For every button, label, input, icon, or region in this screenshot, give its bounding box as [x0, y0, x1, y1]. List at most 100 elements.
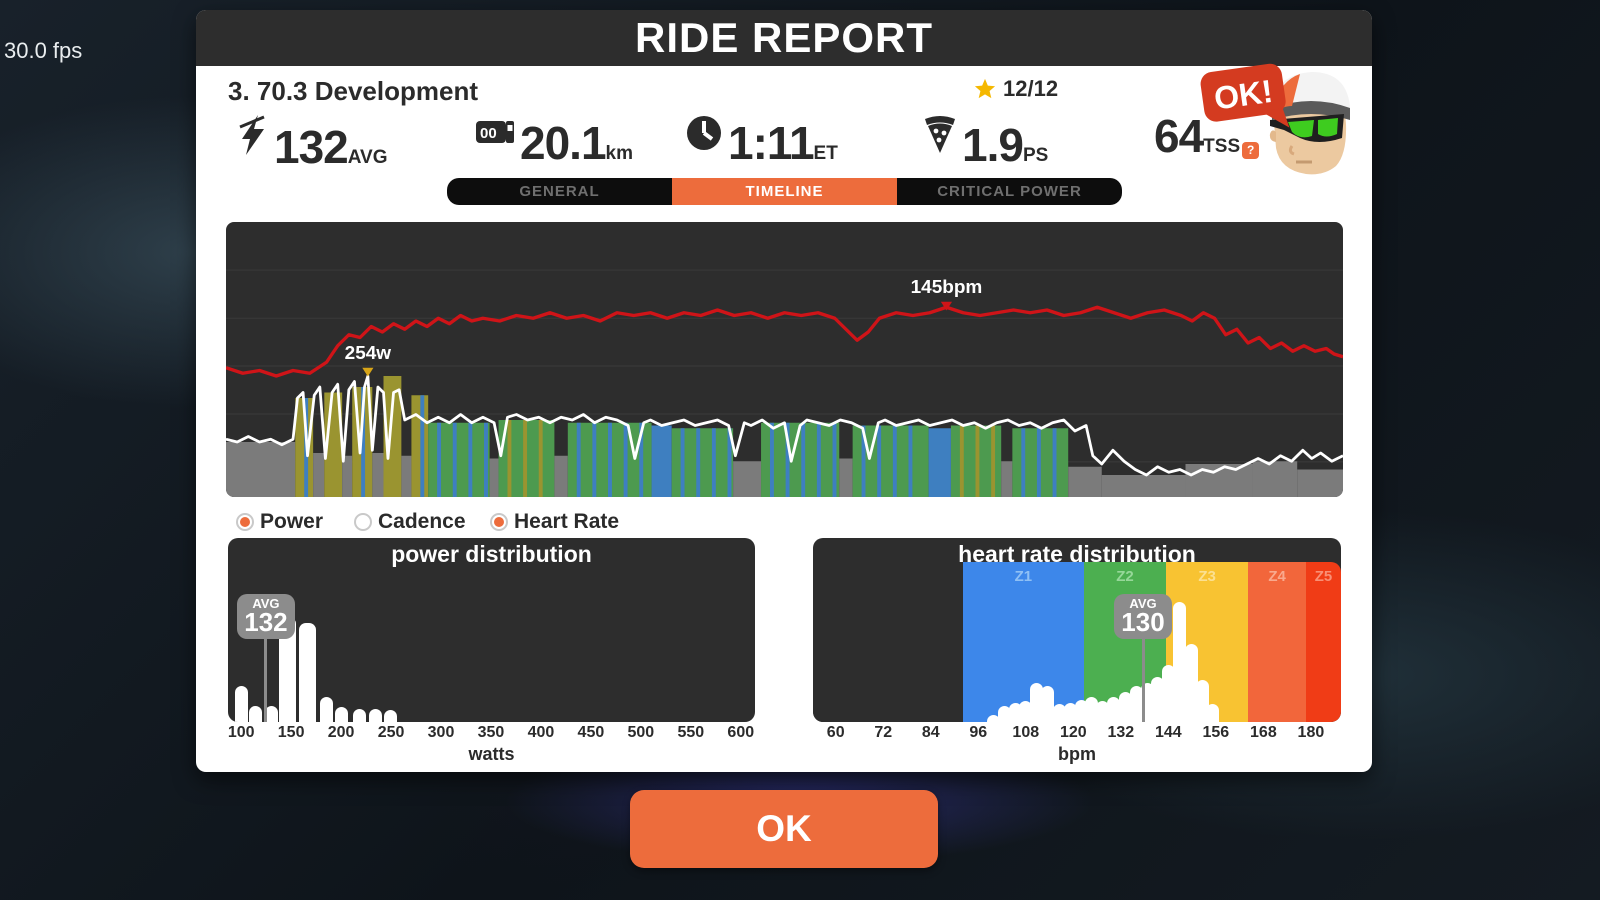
histogram-bar: [234, 686, 248, 722]
legend-label: Power: [260, 510, 324, 533]
zone-label: Z4: [1268, 568, 1286, 585]
power-radio[interactable]: [236, 513, 254, 531]
histogram-bar: [1008, 702, 1022, 722]
axis-tick: 144: [1154, 724, 1182, 741]
power-x-axis: 100 150 200 250 300 350 400 450 500 550 600: [228, 724, 755, 746]
stat-value: 20.1: [520, 117, 607, 169]
histogram-bar: [1162, 665, 1176, 722]
axis-tick: 120: [1059, 724, 1087, 741]
tab-critical-power[interactable]: CRITICAL POWER: [897, 178, 1122, 205]
stat-elapsed-time: 1:11 ET: [684, 113, 838, 166]
hr-axis-label: bpm: [1058, 744, 1096, 764]
avatar-head: [1269, 72, 1350, 175]
axis-tick: 96: [969, 724, 988, 741]
histogram-bar: [1085, 696, 1099, 722]
axis-tick: 108: [1012, 724, 1040, 741]
axis-tick: 250: [377, 724, 405, 741]
axis-tick: 132: [1107, 724, 1135, 741]
zone-label: Z5: [1314, 568, 1333, 585]
svg-text:OK!: OK!: [1212, 73, 1275, 117]
axis-tick: 100: [227, 724, 255, 741]
report-tabs: GENERAL TIMELINE CRITICAL POWER: [447, 178, 1122, 205]
histogram-bar: [1184, 644, 1198, 722]
route-progress: 12/12: [974, 76, 1058, 102]
avg-marker-line: [1141, 598, 1145, 722]
histogram-bar: [1205, 704, 1219, 722]
odometer-icon: 00: [474, 113, 516, 158]
stat-distance: 00 20.1 km: [474, 113, 633, 166]
stat-value: 132: [274, 121, 349, 173]
dialog-title: RIDE REPORT: [634, 14, 934, 61]
ok-button[interactable]: OK: [630, 790, 938, 868]
stat-unit: PS: [1022, 145, 1049, 166]
pizza-icon: [922, 113, 958, 160]
power-axis-label: watts: [468, 744, 515, 764]
histogram-bar: [1030, 683, 1044, 722]
histogram-bar: [1151, 677, 1165, 722]
axis-tick: 150: [277, 724, 305, 741]
tab-timeline[interactable]: TIMELINE: [672, 178, 897, 205]
axis-tick: 450: [577, 724, 605, 741]
axis-tick: 500: [627, 724, 655, 741]
rider-avatar: OK!: [1196, 62, 1366, 182]
histogram-bar: [1096, 701, 1110, 722]
fps-counter: 30.0 fps: [4, 38, 83, 63]
zone-label: Z1: [1014, 568, 1033, 585]
route-progress-value: 12/12: [1003, 76, 1059, 101]
legend-cadence: Cadence: [354, 510, 466, 534]
axis-tick: 180: [1297, 724, 1325, 741]
stat-pizza-slices: 1.9 PS: [922, 113, 1048, 168]
axis-tick: 72: [874, 724, 893, 741]
zone-label: Z2: [1116, 568, 1134, 585]
avg-marker-line: [264, 598, 268, 722]
tab-general[interactable]: GENERAL: [447, 178, 672, 205]
hr-x-axis: 60 72 84 96 108 120 132 144 156 168 180: [813, 724, 1341, 746]
tss-help-icon[interactable]: ?: [1242, 142, 1260, 159]
timeline-svg: 254w 145bpm: [226, 269, 1343, 497]
dialog-header: RIDE REPORT: [196, 10, 1372, 66]
legend-label: Heart Rate: [514, 510, 620, 533]
svg-text:00: 00: [480, 125, 497, 142]
histogram-bar: [249, 705, 263, 722]
power-bolt-icon: [234, 113, 270, 162]
star-icon: [974, 78, 996, 99]
histogram-bar: [1107, 696, 1121, 722]
histogram-bar: [1019, 701, 1033, 722]
cadence-radio[interactable]: [354, 513, 372, 531]
histogram-bar: [384, 710, 398, 722]
axis-tick: 156: [1202, 724, 1230, 741]
chart-title: heart rate distribution: [958, 541, 1196, 567]
histogram-bar: [278, 617, 296, 722]
histogram-bar: [1195, 680, 1209, 722]
histogram-bar: [368, 709, 382, 722]
avg-badge: AVG 130: [1114, 594, 1172, 639]
stat-tss: 64 TSS ?: [1154, 110, 1260, 162]
chart-title: power distribution: [391, 541, 592, 567]
histogram-bar: [335, 707, 349, 722]
stat-unit: ET: [813, 143, 838, 164]
histogram-bar: [1052, 704, 1066, 722]
histogram-bar: [997, 705, 1011, 722]
stat-unit: km: [605, 143, 633, 164]
zone-band-below: [813, 562, 963, 722]
histogram-bar: [352, 708, 366, 722]
zone-label: Z3: [1198, 568, 1216, 585]
axis-tick: 168: [1250, 724, 1277, 741]
stat-value: 64: [1154, 110, 1204, 162]
stat-unit: AVG: [347, 147, 388, 168]
axis-tick: 400: [527, 724, 555, 741]
svg-text:254w: 254w: [345, 342, 392, 363]
timeline-chart: 254w 145bpm: [226, 222, 1343, 497]
heart-rate-radio[interactable]: [490, 513, 508, 531]
legend-power: Power: [236, 510, 323, 534]
histogram-bar: [986, 714, 1000, 722]
histogram-bar: [1173, 602, 1187, 722]
heart-rate-distribution-chart: heart rate distribution Z1 Z2 Z3 Z4 Z5 AVG 130: [813, 538, 1341, 722]
zone-band-z4: Z4: [1248, 562, 1307, 722]
hr-zone-bands: Z1 Z2 Z3 Z4 Z5: [813, 562, 1341, 722]
histogram-bar: [1074, 699, 1088, 722]
histogram-bar: [1041, 686, 1055, 722]
legend-label: Cadence: [378, 510, 466, 533]
avg-badge: AVG 132: [236, 594, 295, 639]
axis-tick: 200: [327, 724, 355, 741]
